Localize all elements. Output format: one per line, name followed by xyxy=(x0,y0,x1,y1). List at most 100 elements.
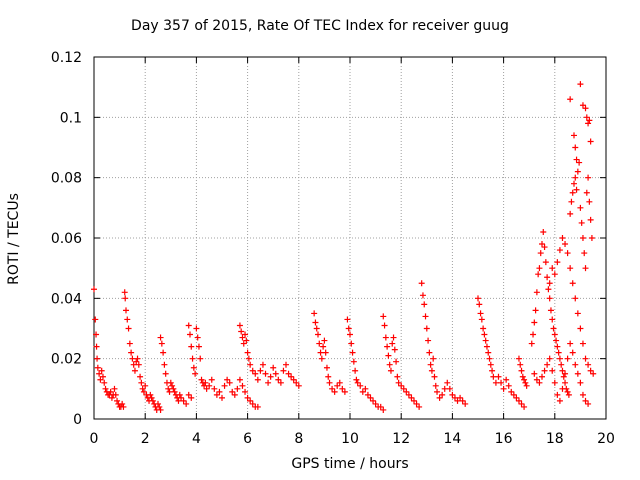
data-point-marker xyxy=(293,379,300,386)
data-point-marker xyxy=(436,394,443,401)
x-tick-label: 12 xyxy=(392,431,410,447)
data-point-marker xyxy=(380,313,387,320)
data-point-marker xyxy=(357,382,364,389)
data-point-marker xyxy=(578,219,585,226)
data-point-marker xyxy=(495,373,502,380)
data-point-marker xyxy=(290,376,297,383)
data-point-marker xyxy=(167,379,174,386)
data-point-marker xyxy=(128,349,135,356)
data-point-marker xyxy=(96,370,103,377)
data-point-marker xyxy=(586,198,593,205)
data-point-marker xyxy=(395,379,402,386)
data-point-marker xyxy=(389,340,396,347)
data-point-marker xyxy=(431,373,438,380)
grid xyxy=(94,57,606,419)
data-point-marker xyxy=(535,271,542,278)
data-point-marker xyxy=(94,364,101,371)
data-point-marker xyxy=(137,373,144,380)
data-point-marker xyxy=(267,373,274,380)
data-point-marker xyxy=(430,355,437,362)
data-point-marker xyxy=(576,159,583,166)
data-point-marker xyxy=(564,355,571,362)
data-point-marker xyxy=(345,325,352,332)
data-point-marker xyxy=(441,385,448,392)
data-point-marker xyxy=(166,388,173,395)
data-point-marker xyxy=(423,325,430,332)
chart-title: Day 357 of 2015, Rate Of TEC Index for r… xyxy=(131,18,509,34)
data-point-marker xyxy=(189,355,196,362)
data-point-marker xyxy=(413,400,420,407)
data-point-marker xyxy=(536,265,543,272)
data-point-marker xyxy=(489,367,496,374)
data-point-marker xyxy=(530,331,537,338)
y-tick-label: 0.04 xyxy=(51,291,82,307)
data-point-marker xyxy=(528,340,535,347)
data-point-marker xyxy=(393,358,400,365)
data-point-marker xyxy=(247,397,254,404)
data-point-marker xyxy=(582,265,589,272)
data-point-marker xyxy=(134,355,141,362)
data-point-marker xyxy=(572,174,579,181)
data-point-marker xyxy=(185,391,192,398)
y-tick-label: 0.12 xyxy=(51,50,82,66)
data-point-marker xyxy=(518,400,525,407)
data-point-marker xyxy=(577,81,584,88)
data-point-marker xyxy=(243,337,250,344)
data-point-marker xyxy=(257,367,264,374)
data-point-marker xyxy=(322,349,329,356)
data-point-marker xyxy=(169,382,176,389)
data-point-marker xyxy=(449,391,456,398)
data-point-marker xyxy=(425,337,432,344)
data-point-marker xyxy=(426,349,433,356)
data-point-marker xyxy=(213,391,220,398)
data-point-marker xyxy=(574,168,581,175)
data-point-marker xyxy=(114,397,121,404)
data-point-marker xyxy=(523,382,530,389)
data-point-marker xyxy=(131,367,138,374)
data-point-marker xyxy=(364,391,371,398)
data-point-marker xyxy=(178,394,185,401)
data-point-marker xyxy=(133,358,140,365)
data-point-marker xyxy=(564,250,571,257)
x-tick-label: 16 xyxy=(495,431,513,447)
data-point-marker xyxy=(574,370,581,377)
data-point-marker xyxy=(391,346,398,353)
data-point-marker xyxy=(517,361,524,368)
data-point-marker xyxy=(485,349,492,356)
data-point-marker xyxy=(562,370,569,377)
data-point-marker xyxy=(349,349,356,356)
data-point-marker xyxy=(567,340,574,347)
data-point-marker xyxy=(91,286,97,293)
data-point-marker xyxy=(94,355,101,362)
data-point-marker xyxy=(124,316,131,323)
x-tick-label: 10 xyxy=(341,431,359,447)
x-tick-label: 14 xyxy=(443,431,461,447)
data-point-marker xyxy=(582,105,589,112)
data-point-marker xyxy=(568,198,575,205)
data-point-marker xyxy=(542,259,549,266)
data-point-marker xyxy=(518,367,525,374)
data-point-marker xyxy=(513,394,520,401)
data-point-marker xyxy=(545,286,552,293)
data-point-marker xyxy=(569,189,576,196)
data-point-marker xyxy=(119,400,126,407)
data-point-marker xyxy=(550,325,557,332)
data-point-marker xyxy=(386,361,393,368)
data-point-marker xyxy=(384,343,391,350)
data-point-marker xyxy=(242,331,249,338)
data-point-marker xyxy=(216,388,223,395)
data-point-marker xyxy=(411,397,417,404)
data-point-marker xyxy=(161,361,168,368)
y-tick-label: 0.08 xyxy=(51,171,82,187)
data-point-marker xyxy=(288,373,295,380)
data-point-marker xyxy=(567,265,574,272)
data-point-marker xyxy=(140,388,147,395)
data-point-marker xyxy=(533,376,540,383)
data-point-marker xyxy=(515,355,522,362)
data-point-marker xyxy=(505,382,512,389)
data-point-marker xyxy=(508,388,515,395)
data-point-marker xyxy=(515,397,522,404)
x-tick-label: 2 xyxy=(141,431,150,447)
data-point-marker xyxy=(254,376,261,383)
